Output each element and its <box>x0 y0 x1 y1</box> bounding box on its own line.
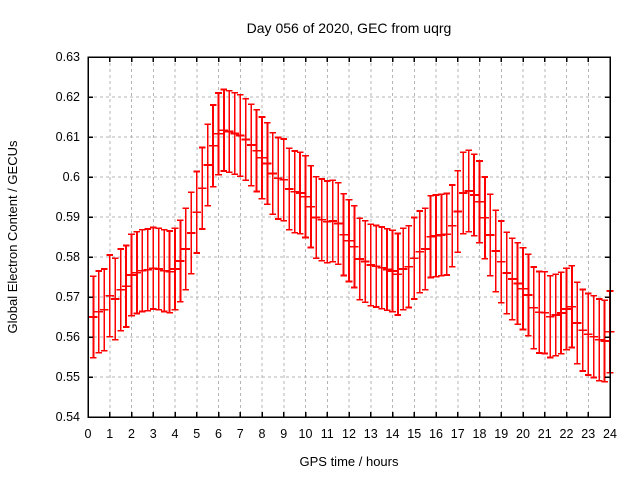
x-tick-label: 10 <box>299 427 313 441</box>
y-tick-label: 0.54 <box>56 410 80 424</box>
x-tick-label: 2 <box>128 427 135 441</box>
y-tick-label: 0.61 <box>56 130 80 144</box>
y-tick-label: 0.59 <box>56 210 80 224</box>
x-axis-title: GPS time / hours <box>300 454 399 469</box>
x-tick-label: 5 <box>193 427 200 441</box>
x-tick-label: 16 <box>429 427 443 441</box>
x-tick-label: 20 <box>516 427 530 441</box>
x-tick-label: 24 <box>603 427 617 441</box>
x-tick-label: 21 <box>538 427 552 441</box>
x-tick-label: 13 <box>364 427 378 441</box>
chart-title: Day 056 of 2020, GEC from uqrg <box>247 20 452 36</box>
x-tick-label: 9 <box>280 427 287 441</box>
x-tick-label: 23 <box>581 427 595 441</box>
y-tick-label: 0.62 <box>56 90 80 104</box>
x-tick-label: 6 <box>215 427 222 441</box>
x-tick-label: 4 <box>172 427 179 441</box>
y-tick-label: 0.56 <box>56 330 80 344</box>
x-tick-label: 17 <box>451 427 465 441</box>
x-tick-label: 12 <box>342 427 356 441</box>
y-axis-title: Global Electron Content / GECUs <box>5 140 20 333</box>
axes-and-ticks <box>87 56 611 418</box>
x-tick-label: 22 <box>560 427 574 441</box>
x-tick-label: 8 <box>259 427 266 441</box>
y-tick-label: 0.63 <box>56 50 80 64</box>
y-tick-label: 0.55 <box>56 370 80 384</box>
y-tick-label: 0.58 <box>56 250 80 264</box>
x-tick-label: 7 <box>237 427 244 441</box>
x-tick-label: 0 <box>85 427 92 441</box>
x-tick-label: 18 <box>473 427 487 441</box>
x-tick-label: 1 <box>106 427 113 441</box>
y-tick-label: 0.6 <box>63 170 80 184</box>
x-tick-label: 14 <box>386 427 400 441</box>
x-tick-label: 15 <box>407 427 421 441</box>
x-tick-label: 3 <box>150 427 157 441</box>
tick-labels: 0 1 2 3 4 5 6 7 8 9 10 11 12 13 14 15 16 17 18 19 20 21 22 23 24… <box>56 50 617 441</box>
errorbar-series <box>89 88 615 383</box>
x-tick-label: 19 <box>494 427 508 441</box>
x-tick-label: 11 <box>321 427 334 441</box>
y-tick-label: 0.57 <box>56 290 80 304</box>
